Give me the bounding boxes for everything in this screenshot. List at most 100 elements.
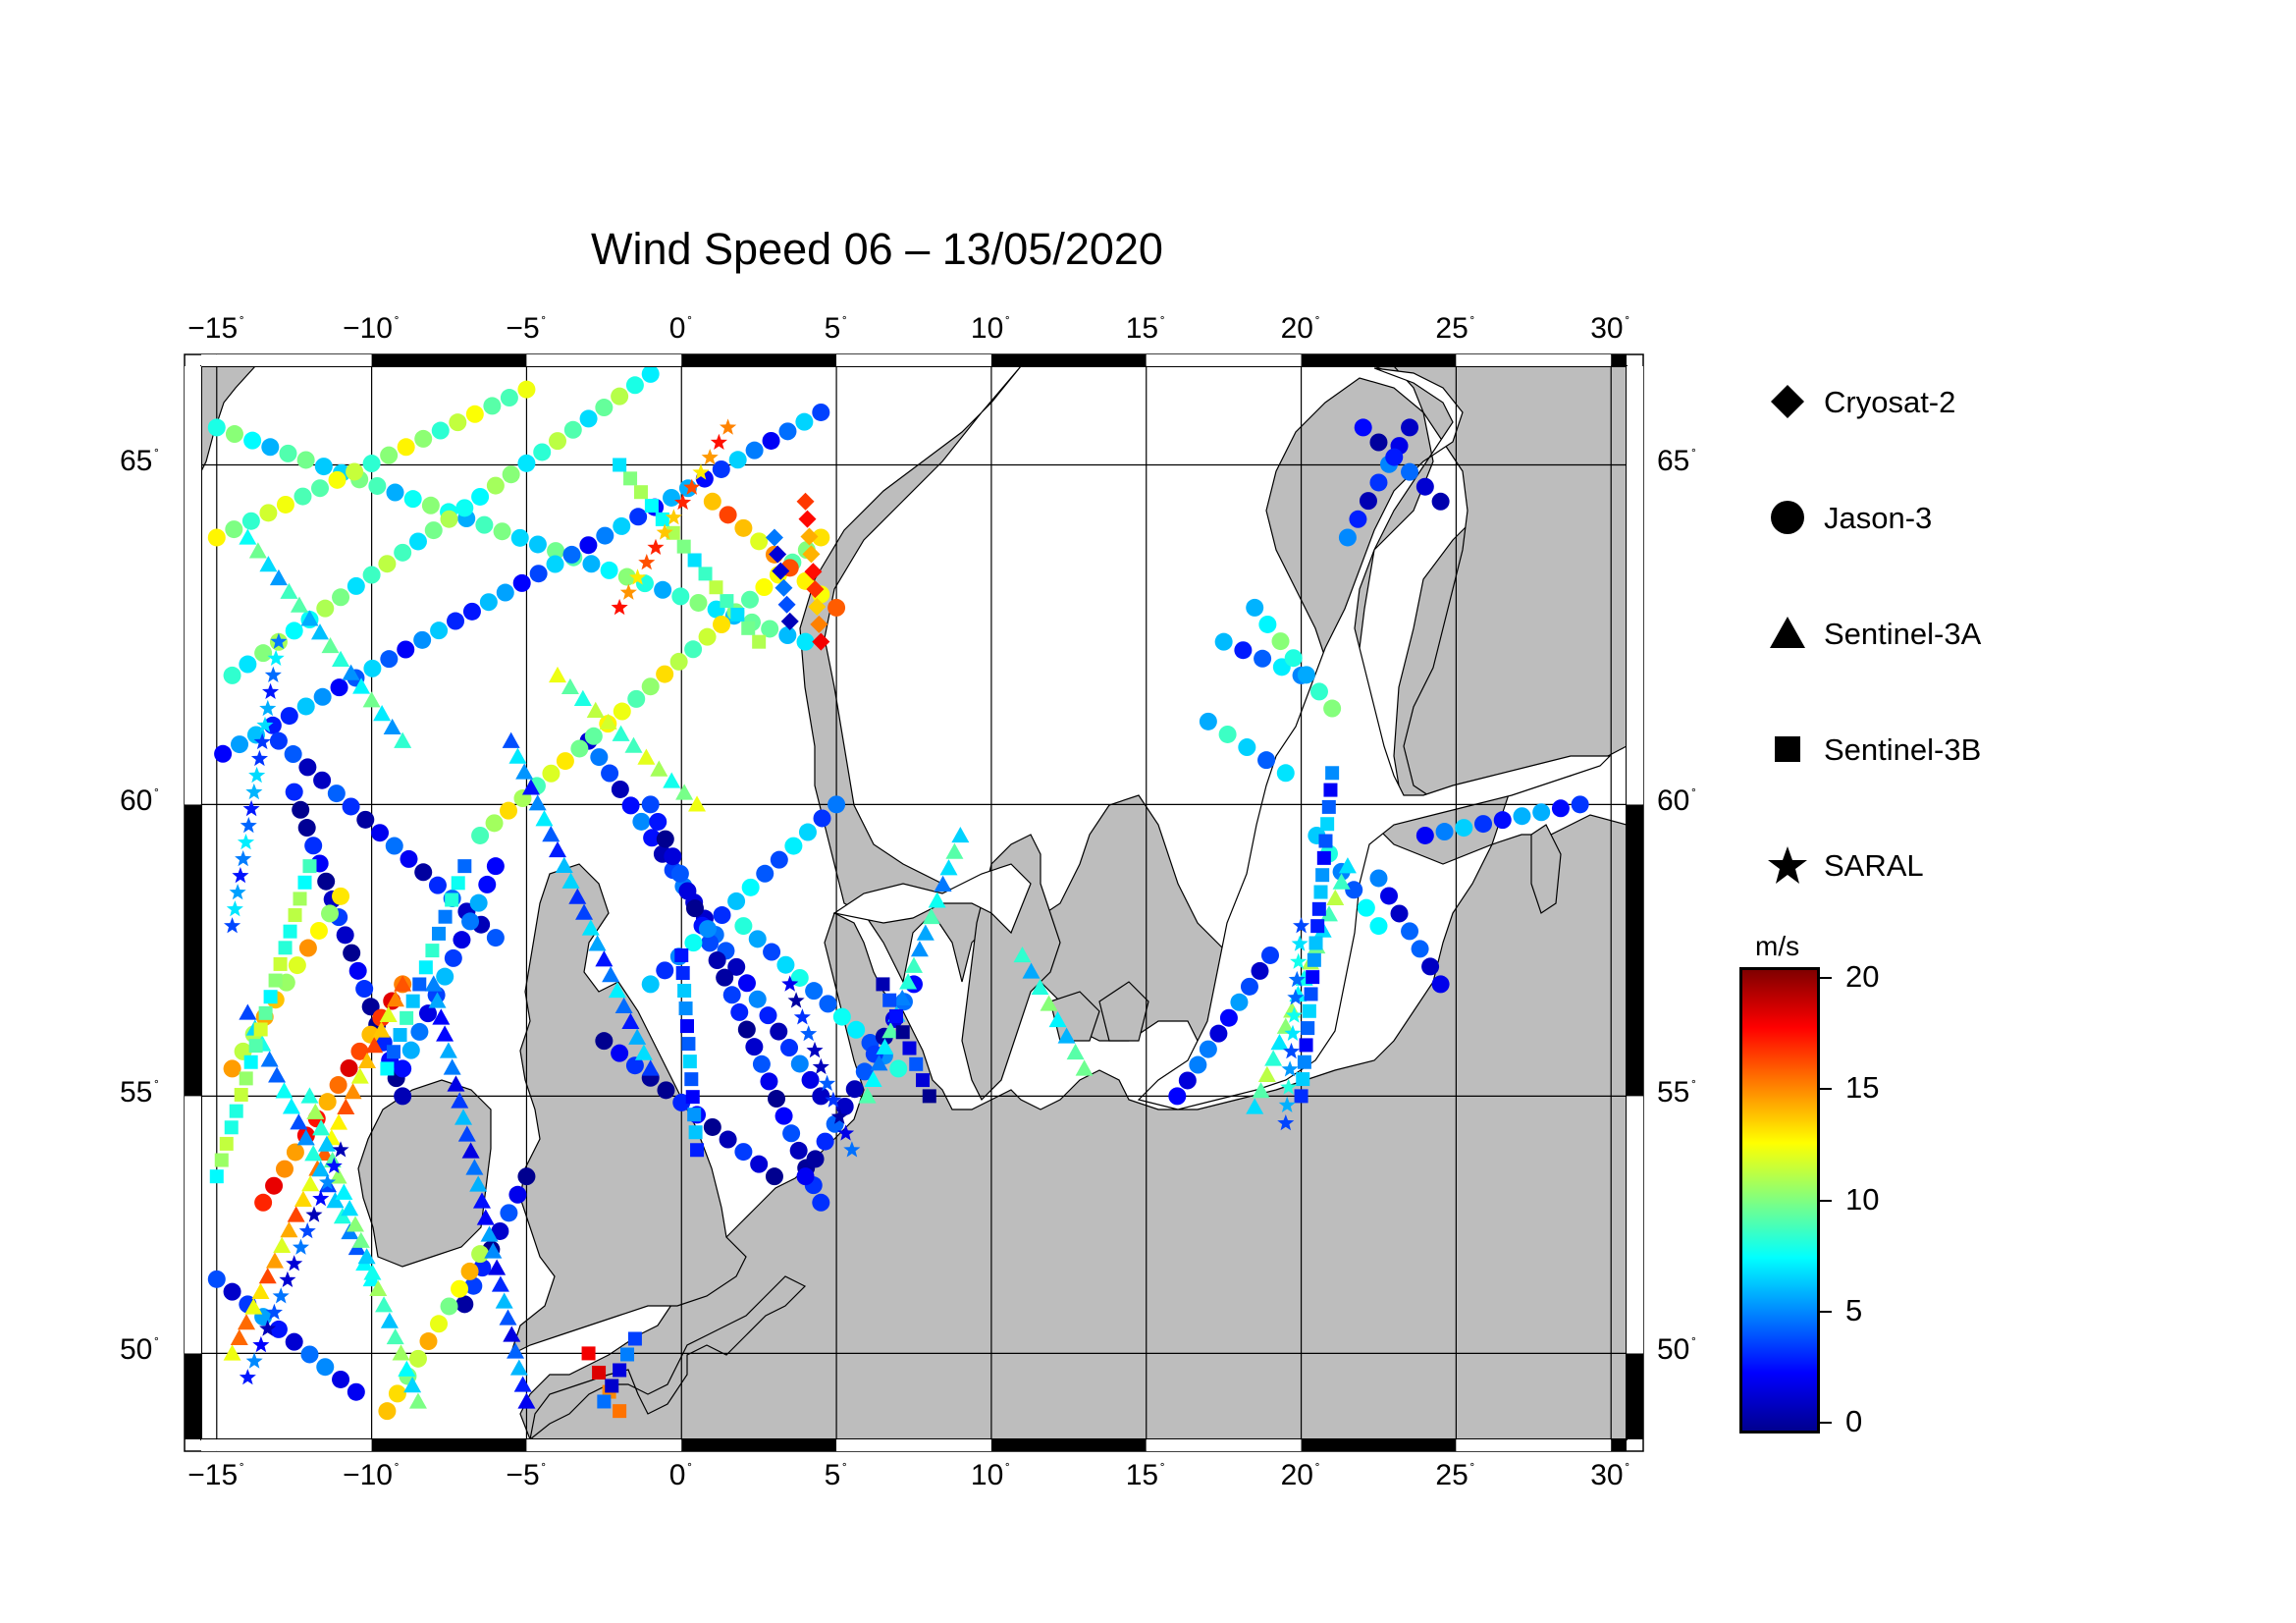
square-icon [1775, 736, 1800, 762]
lat-tick-label-right: 60 ˚ [1657, 784, 1696, 818]
track-point-jason-3 [701, 934, 720, 952]
land-brittany [529, 1275, 807, 1439]
lon-tick-label-bottom: 20 ˚ [1281, 1459, 1320, 1492]
track-point-saral [286, 1255, 303, 1271]
track-point-sentinel-3a [608, 981, 626, 999]
track-point-jason-3 [453, 931, 471, 949]
tick-value: 60 [1657, 784, 1690, 818]
degree-symbol: ˚ [842, 314, 847, 330]
track-point-jason-3 [455, 499, 474, 517]
track-point-jason-3 [1238, 738, 1256, 757]
track-point-sentinel-3b [297, 875, 312, 890]
lon-tick-label-bottom: −10 ˚ [343, 1459, 400, 1492]
track-point-sentinel-3a [330, 1113, 348, 1130]
track-point-jason-3 [719, 506, 737, 524]
track-point-sentinel-3b [209, 1169, 224, 1184]
colorbar-tick-label: 10 [1845, 1181, 1880, 1217]
legend-item-sentinel3b: Sentinel-3B [1767, 729, 2160, 778]
frame-segment [1456, 354, 1612, 366]
track-point-jason-3 [296, 451, 315, 469]
track-point-sentinel-3a [488, 1259, 507, 1275]
sea-skagerrak [832, 863, 1032, 935]
track-point-sentinel-3b [234, 1088, 248, 1103]
track-point-jason-3 [510, 528, 529, 547]
track-point-jason-3 [748, 930, 767, 948]
track-point-jason-3 [455, 1295, 474, 1314]
track-point-sentinel-3a [675, 784, 694, 800]
track-point-sentinel-3b [655, 512, 669, 526]
legend-label: Cryosat-2 [1824, 385, 1956, 419]
degree-symbol: ˚ [1005, 1461, 1010, 1477]
track-point-jason-3 [471, 1245, 490, 1264]
track-point-jason-3 [774, 1107, 793, 1125]
track-point-sentinel-3a [403, 1377, 422, 1393]
track-point-sentinel-3b [229, 1104, 243, 1118]
track-point-jason-3 [371, 824, 390, 842]
track-point-jason-3 [1219, 1008, 1238, 1027]
track-point-jason-3 [298, 758, 317, 777]
track-point-jason-3 [770, 850, 788, 869]
track-point-sentinel-3b [730, 607, 745, 622]
colorbar-tick-label: 15 [1845, 1070, 1880, 1106]
track-point-sentinel-3b [393, 1028, 407, 1043]
tick-value: 60 [120, 784, 153, 818]
track-point-jason-3 [1421, 957, 1440, 976]
track-point-sentinel-3a [290, 596, 308, 613]
track-point-jason-3 [741, 878, 760, 896]
track-point-jason-3 [600, 561, 618, 579]
land-aland [1530, 824, 1562, 914]
track-point-sentinel-3a [312, 1119, 331, 1136]
track-point-jason-3 [207, 528, 226, 547]
track-point-saral [787, 992, 805, 1008]
track-point-sentinel-3b [1321, 799, 1336, 814]
track-point-sentinel-3b [400, 1010, 414, 1025]
track-point-jason-3 [1297, 666, 1315, 684]
diamond-icon [1771, 385, 1804, 418]
track-point-sentinel-3b [1311, 901, 1326, 916]
degree-symbol: ˚ [394, 1461, 400, 1477]
track-point-jason-3 [336, 926, 354, 945]
land-masses [201, 366, 1627, 1439]
track-point-sentinel-3a [586, 701, 605, 718]
track-point-jason-3 [419, 1332, 438, 1351]
track-point-sentinel-3a [893, 989, 912, 1006]
track-point-jason-3 [727, 957, 746, 976]
track-point-saral [812, 1057, 829, 1075]
lat-tick-label-left: 50 ˚ [120, 1333, 159, 1367]
track-point-jason-3 [297, 819, 316, 838]
track-point-jason-3 [768, 1090, 786, 1109]
track-point-sentinel-3b [922, 1089, 936, 1104]
tick-value: 55 [1657, 1076, 1690, 1109]
tick-value: 0 [668, 312, 686, 345]
track-point-jason-3 [265, 1176, 284, 1195]
track-point-sentinel-3a [369, 1279, 388, 1297]
track-point-jason-3 [500, 801, 518, 820]
track-point-saral [1283, 1042, 1301, 1059]
track-point-jason-3 [368, 476, 387, 495]
track-point-saral [1291, 935, 1308, 951]
track-point-jason-3 [243, 431, 262, 450]
track-point-sentinel-3a [472, 1192, 491, 1209]
track-point-sentinel-3a [1338, 857, 1357, 874]
track-point-sentinel-3a [282, 1098, 300, 1114]
lon-tick-label-top: −5 ˚ [506, 312, 546, 346]
lon-tick-label-bottom: 15 ˚ [1126, 1459, 1165, 1492]
track-point-cryosat-2 [812, 632, 830, 651]
colorbar-tick-mark [1820, 1199, 1832, 1202]
track-point-jason-3 [1474, 815, 1493, 834]
triangle-icon [1770, 617, 1805, 648]
track-point-jason-3 [419, 1004, 437, 1023]
track-point-sentinel-3a [379, 1005, 398, 1022]
track-point-sentinel-3a [447, 1075, 465, 1092]
track-point-sentinel-3a [273, 1236, 292, 1253]
colorbar [1739, 967, 1820, 1434]
track-point-saral [226, 900, 243, 917]
track-point-sentinel-3a [939, 859, 958, 876]
track-point-saral [239, 1369, 256, 1385]
track-point-jason-3 [330, 678, 348, 697]
track-point-jason-3 [816, 1132, 834, 1151]
track-point-jason-3 [500, 1204, 518, 1222]
track-point-sentinel-3b [1320, 817, 1335, 832]
track-point-sentinel-3a [398, 1360, 416, 1377]
track-point-jason-3 [595, 399, 614, 417]
